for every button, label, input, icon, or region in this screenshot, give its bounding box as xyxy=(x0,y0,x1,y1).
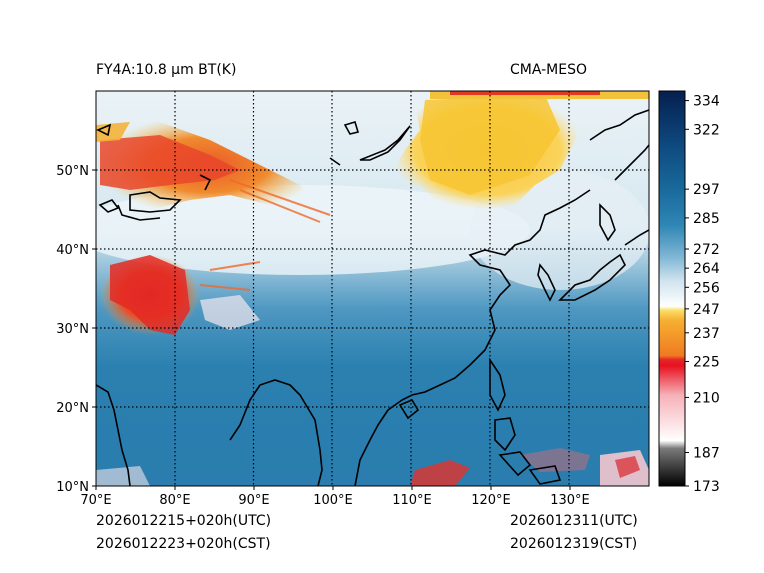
lon-tick-label: 120°E xyxy=(471,493,511,508)
map-panel xyxy=(96,91,649,486)
map-frame xyxy=(95,90,650,487)
lat-tick-label: 30°N xyxy=(56,322,89,337)
cloud-band xyxy=(96,185,530,275)
colorbar-tick-label: 297 xyxy=(693,182,720,198)
lon-tick-label: 70°E xyxy=(80,493,111,508)
valid-time-utc: 2026012311(UTC) xyxy=(510,513,638,529)
colorbar-tick-label: 187 xyxy=(693,445,720,461)
convection-south xyxy=(520,448,590,472)
lat-tick-label: 50°N xyxy=(56,164,89,179)
convection-south xyxy=(410,460,470,486)
colorbar-tick-label: 173 xyxy=(693,479,720,495)
cold-cloud-edge xyxy=(450,91,600,95)
colorbar-tick-label: 264 xyxy=(693,261,720,277)
colorbar-tick-label: 322 xyxy=(693,122,720,138)
cold-cloud-tibet xyxy=(110,255,190,335)
colorbar-tick-label: 256 xyxy=(693,280,720,296)
lon-tick-label: 80°E xyxy=(159,493,190,508)
init-time-cst: 2026012223+020h(CST) xyxy=(96,536,271,552)
lat-tick-label: 20°N xyxy=(56,401,89,416)
lon-tick-label: 90°E xyxy=(238,493,269,508)
colorbar-tick-label: 225 xyxy=(693,355,720,371)
figure-title-left: FY4A:10.8 µm BT(K) xyxy=(96,62,237,78)
axis-ticks: 70°E 80°E 90°E 100°E 110°E 120°E 130°E 10°N 20°N… xyxy=(56,164,590,508)
colorbar-tick-label: 247 xyxy=(693,302,720,318)
convection-south xyxy=(615,456,640,478)
cloud-patch xyxy=(200,295,260,330)
colorbar-tick-label: 272 xyxy=(693,242,720,258)
colorbar-ticks: 334 322 297 285 272 264 256 247 237 225 210 187 173 xyxy=(685,94,720,495)
init-time-utc: 2026012215+020h(UTC) xyxy=(96,513,272,529)
lat-tick-label: 40°N xyxy=(56,243,89,258)
coastlines xyxy=(96,109,649,486)
colorbar-tick-label: 210 xyxy=(693,390,720,406)
convection-south xyxy=(96,466,150,486)
lon-tick-label: 110°E xyxy=(392,493,432,508)
lon-tick-label: 100°E xyxy=(313,493,353,508)
lon-tick-label: 130°E xyxy=(550,493,590,508)
valid-time-cst: 2026012319(CST) xyxy=(510,536,638,552)
lat-tick-label: 10°N xyxy=(56,480,89,495)
graticule xyxy=(96,91,649,486)
colorbar-frame xyxy=(658,90,686,487)
figure-title-right: CMA-MESO xyxy=(510,62,588,78)
colorbar-tick-label: 334 xyxy=(693,94,720,110)
colorbar-tick-label: 237 xyxy=(693,326,720,342)
colorbar-tick-label: 285 xyxy=(693,211,720,227)
colorbar xyxy=(659,91,685,486)
cloud-plume-northwest xyxy=(100,135,240,190)
